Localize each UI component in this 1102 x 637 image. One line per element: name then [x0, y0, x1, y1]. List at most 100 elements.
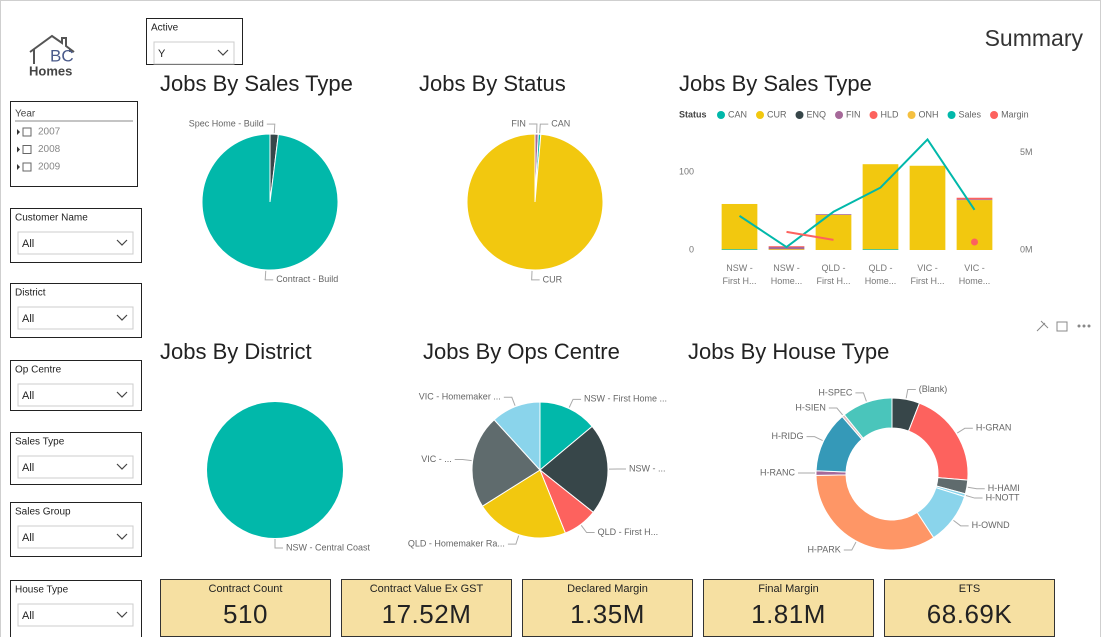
expand-arrow[interactable]	[17, 129, 20, 135]
bar-segment	[956, 199, 993, 201]
leader-line	[967, 486, 985, 490]
bar-segment	[721, 203, 758, 250]
x-tick-label: NSW - First H...	[722, 263, 757, 286]
chart-title: Jobs By District	[160, 339, 312, 364]
leader-line	[828, 407, 844, 416]
legend-label: HLD	[881, 109, 900, 119]
slicer-label: Sales Group	[15, 507, 71, 518]
slicer-dropdown[interactable]	[17, 455, 134, 479]
slice-label: NSW - ...	[629, 463, 666, 473]
y2-tick-label: 5M	[1020, 147, 1033, 157]
kpi-card: Final Margin 1.81M	[703, 579, 874, 637]
slice-label: VIC - Homemaker ...	[419, 392, 501, 402]
legend-marker	[835, 111, 844, 119]
slice-label: VIC - ...	[421, 454, 452, 464]
x-tick-label: QLD - Home...	[864, 263, 897, 286]
donut-slice	[843, 397, 893, 439]
slice-label: Spec Home - Build	[189, 119, 264, 129]
slice-label: H-HAMI	[988, 483, 1020, 493]
slice-label: H-OWND	[972, 520, 1010, 530]
slice-label: (Blank)	[919, 384, 948, 394]
kpi-card: ETS 68.69K	[884, 579, 1055, 637]
slicer-value: All	[22, 532, 34, 544]
expand-arrow[interactable]	[17, 164, 20, 170]
slice-label: QLD - First H...	[598, 527, 659, 537]
kpi-card: Declared Margin 1.35M	[522, 579, 693, 637]
legend-label: Sales	[959, 109, 982, 119]
leader-line	[806, 436, 823, 441]
chart-title: Jobs By Status	[419, 71, 566, 96]
bar-segment	[721, 249, 758, 250]
card-label: Contract Value Ex GST	[369, 583, 484, 595]
bar-segment	[862, 164, 899, 250]
leader-line	[528, 123, 538, 134]
line	[786, 230, 834, 241]
pie-slice	[466, 133, 604, 271]
leader-line	[905, 388, 916, 399]
bar-segment	[862, 249, 899, 250]
legend-marker	[907, 111, 916, 119]
visual-icons[interactable]	[1036, 320, 1091, 332]
dropdown-chevron	[116, 239, 128, 246]
slicer-dropdown[interactable]	[153, 41, 235, 65]
leader-line	[956, 427, 973, 434]
card-label: Final Margin	[758, 583, 819, 595]
slicer-dropdown[interactable]	[17, 306, 134, 330]
slicer-dropdown[interactable]	[17, 525, 134, 549]
leader-line	[266, 123, 276, 134]
more-dot[interactable]	[1082, 324, 1086, 328]
focus-icon[interactable]	[1056, 321, 1068, 332]
slicer-dropdown[interactable]	[17, 231, 134, 255]
slicer-label: Sales Type	[15, 437, 65, 448]
pie-slice	[481, 469, 566, 539]
slice-label: QLD - Homemaker Ra...	[408, 539, 505, 549]
slicer-dropdown[interactable]	[17, 383, 134, 407]
legend-marker	[717, 111, 725, 119]
pie-slice	[207, 402, 343, 538]
card-value: 1.81M	[751, 599, 826, 629]
bar-segment	[956, 197, 993, 200]
y2-tick-label: 0M	[1020, 244, 1033, 254]
slicer-label: House Type	[15, 585, 69, 596]
leader-line	[953, 520, 969, 527]
line	[738, 137, 976, 249]
checkbox[interactable]	[22, 127, 32, 137]
donut-slice	[907, 402, 969, 481]
leader-line	[580, 525, 595, 534]
bar-segment	[909, 165, 946, 250]
pie-slice	[493, 401, 541, 472]
x-tick-label: QLD - First H...	[816, 263, 851, 286]
pie-slice	[539, 401, 593, 472]
card-value: 68.69K	[926, 599, 1013, 629]
slice-label: Contract - Build	[276, 274, 338, 284]
card-value: 510	[223, 599, 268, 629]
slice-label: H-PARK	[807, 544, 840, 554]
legend-label: Margin	[1001, 109, 1029, 119]
more-dot[interactable]	[1087, 324, 1091, 328]
expand-arrow[interactable]	[17, 146, 20, 153]
more-dot[interactable]	[1077, 324, 1081, 328]
slice-label: H-SIEN	[795, 402, 826, 412]
pin-icon[interactable]	[1036, 320, 1049, 332]
slicer-label: District	[15, 288, 46, 299]
dropdown-chevron	[116, 533, 128, 540]
leader-line	[855, 392, 867, 402]
slicer-item: 2007	[38, 127, 61, 138]
leader-line	[531, 270, 540, 281]
x-tick-label: VIC - First H...	[910, 263, 945, 286]
bar-segment	[768, 249, 805, 250]
logo-subtext: Homes	[29, 63, 72, 78]
slicer-value: All	[22, 462, 34, 474]
y-tick-label: 0	[689, 244, 694, 254]
card-label: Contract Count	[208, 583, 283, 595]
checkbox[interactable]	[22, 162, 32, 172]
slicer-label: Op Centre	[15, 365, 62, 376]
checkbox[interactable]	[22, 145, 32, 154]
legend-label: FIN	[846, 109, 861, 119]
legend-label: ENQ	[807, 109, 827, 119]
dropdown-chevron	[217, 49, 229, 56]
slicer-dropdown[interactable]	[17, 603, 134, 627]
